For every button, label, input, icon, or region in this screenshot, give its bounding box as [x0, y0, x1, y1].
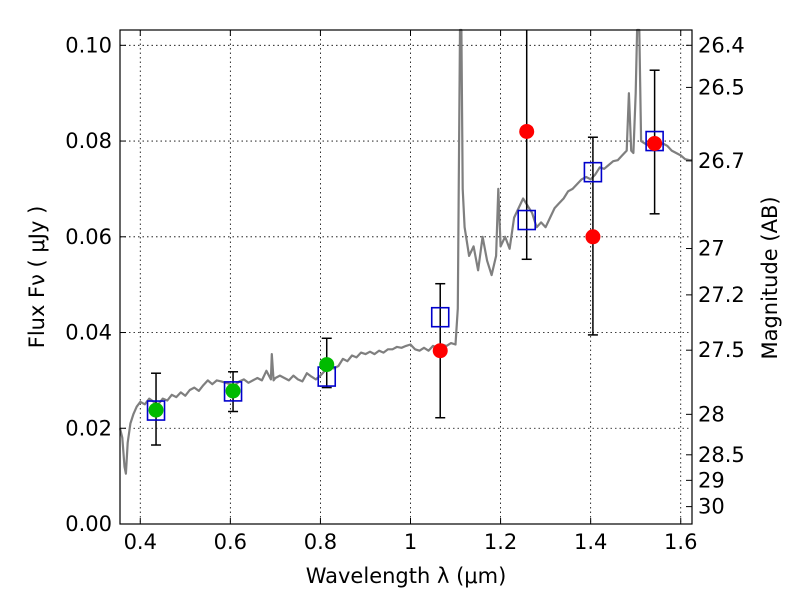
- mag-tick-label: 29: [698, 468, 725, 492]
- x-tick-label: 0.6: [214, 530, 247, 554]
- mag-tick-label: 28.5: [698, 443, 745, 467]
- x-tick-label: 1.2: [484, 530, 517, 554]
- mag-tick-label: 26.7: [698, 149, 745, 173]
- model-square: [583, 161, 603, 183]
- x-tick-label: 1.4: [574, 530, 607, 554]
- model-square: [430, 306, 450, 328]
- tick-layer: [120, 30, 692, 525]
- red-observed-point: [585, 229, 601, 245]
- mag-tick-label: 28: [698, 402, 725, 426]
- model-square: [517, 209, 537, 231]
- y2-axis-title: Magnitude (AB): [758, 196, 782, 359]
- y-tick-label: 0.06: [65, 225, 112, 249]
- y-tick-label: 0.00: [65, 512, 112, 536]
- x-tick-label: 1.6: [664, 530, 697, 554]
- mag-tick-label: 27: [698, 237, 725, 261]
- tick-label-layer: 0.4 0.6 0.8 1 1.2 1.4 1.6 0.00 0.02 0.04 0.06 0.08 0…: [65, 33, 745, 554]
- model-square: [146, 400, 166, 421]
- y-tick-label: 0.02: [65, 416, 112, 440]
- red-observed-point: [647, 135, 663, 151]
- green-observed-point: [148, 402, 164, 418]
- y-axis-title: Flux Fν ( μJy ): [25, 206, 49, 349]
- y-tick-label: 0.04: [65, 321, 112, 345]
- spectrum-layer: [118, 28, 692, 475]
- mag-tick-label: 30: [698, 495, 725, 519]
- mag-tick-label: 26.5: [698, 75, 745, 99]
- green-observed-point: [225, 383, 241, 399]
- green-observed-point: [319, 357, 335, 373]
- mag-tick-label: 26.4: [698, 33, 745, 57]
- model-square: [223, 381, 243, 402]
- x-axis-title: Wavelength λ (μm): [306, 564, 507, 588]
- mag-tick-label: 27.5: [698, 338, 745, 362]
- x-tick-label: 0.4: [124, 530, 157, 554]
- mag-tick-label: 27.2: [698, 283, 745, 307]
- x-tick-label: 1: [404, 530, 417, 554]
- grid-layer: [120, 30, 692, 525]
- model-square-layer: [146, 130, 664, 421]
- red-observed-point: [519, 123, 535, 139]
- plot-frame: [119, 29, 693, 525]
- red-observed-point: [432, 343, 448, 359]
- y-tick-label: 0.08: [65, 129, 112, 153]
- spectrum-line: [118, 28, 692, 475]
- y-tick-label: 0.10: [65, 33, 112, 57]
- observed-point-layer: [148, 123, 663, 418]
- x-tick-label: 0.8: [304, 530, 337, 554]
